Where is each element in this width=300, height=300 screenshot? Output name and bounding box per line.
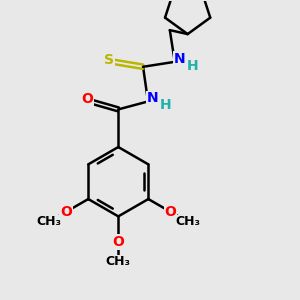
Text: CH₃: CH₃	[175, 215, 200, 228]
Text: O: O	[112, 235, 124, 249]
Text: O: O	[165, 205, 177, 219]
Text: N: N	[174, 52, 185, 66]
Text: O: O	[82, 92, 94, 106]
Text: N: N	[147, 92, 159, 106]
Text: S: S	[104, 53, 114, 67]
Text: H: H	[160, 98, 172, 112]
Text: H: H	[187, 59, 198, 73]
Text: CH₃: CH₃	[36, 215, 61, 228]
Text: O: O	[60, 205, 72, 219]
Text: CH₃: CH₃	[106, 256, 131, 268]
